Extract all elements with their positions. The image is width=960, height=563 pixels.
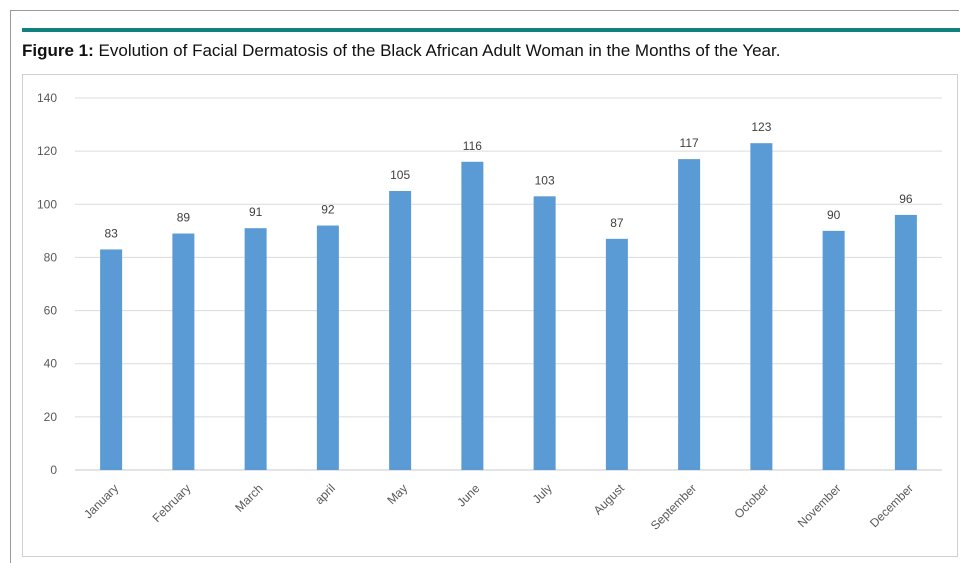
bar [316,225,339,470]
bar-chart: 0 20 40 60 80 100 120 140 83 January 89 February 91 M… [37,91,942,533]
x-tick-label: May [384,481,410,507]
y-tick-label: 120 [37,144,57,158]
bar [894,214,917,470]
x-tick-label: November [795,481,844,530]
figure-label: Figure 1: [22,41,94,60]
bar [244,228,267,470]
bar [100,249,123,470]
y-tick-label: 20 [44,410,58,424]
x-tick-label: april [312,481,338,507]
data-label: 90 [827,208,841,222]
chart-area: 0 20 40 60 80 100 120 140 83 January 89 February 91 M… [22,74,958,557]
bar [678,159,701,470]
figure-frame [10,10,959,563]
figure-caption-text: Evolution of Facial Dermatosis of the Bl… [93,41,781,60]
y-tick-label: 40 [44,357,58,371]
y-tick-label: 0 [50,463,57,477]
y-tick-label: 60 [44,304,58,318]
data-label: 116 [463,139,482,153]
x-tick-label: September [648,481,699,532]
data-label: 89 [177,211,191,225]
figure-caption: Figure 1: Evolution of Facial Dermatosis… [22,41,952,61]
x-tick-label: October [731,481,771,521]
bar [750,143,773,470]
data-label: 87 [610,216,624,230]
bar [822,230,845,470]
data-label: 105 [390,168,410,182]
y-tick-label: 140 [37,91,57,105]
data-label: 96 [899,192,913,206]
x-tick-label: August [591,481,628,518]
x-tick-label: July [530,481,555,506]
data-label: 103 [535,173,555,187]
y-tick-label: 80 [44,250,58,264]
bar [172,233,195,470]
data-label: 83 [104,226,118,240]
x-tick-label: February [150,481,194,525]
bar [461,161,484,470]
bar [389,191,412,470]
x-tick-label: June [454,481,483,510]
bar [533,196,556,471]
y-tick-label: 100 [37,197,57,211]
header-rule [22,28,960,32]
data-label: 92 [321,203,335,217]
data-label: 91 [249,205,263,219]
bar [605,238,628,470]
data-label: 117 [680,136,699,150]
x-tick-label: January [81,481,121,521]
x-tick-label: December [867,481,916,530]
data-label: 123 [751,120,771,134]
x-tick-label: March [232,481,265,514]
